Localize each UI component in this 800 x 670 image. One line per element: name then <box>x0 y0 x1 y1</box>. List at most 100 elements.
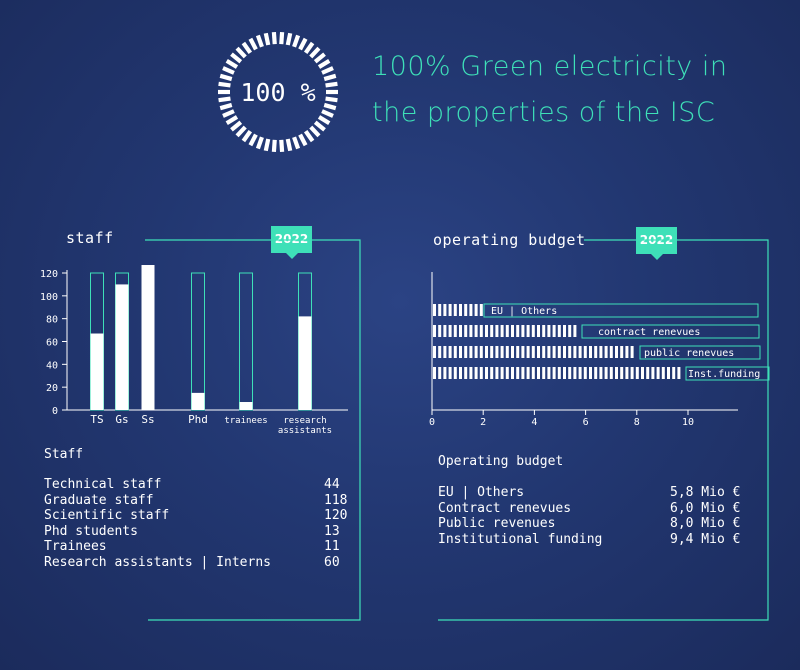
staff-y-tick-label: 40 <box>46 360 58 371</box>
ring-tick <box>279 139 285 153</box>
staff-x-label: Gs <box>115 413 128 426</box>
staff-y-tick-label: 120 <box>40 269 58 280</box>
budget-bar-segment <box>438 325 442 337</box>
staff-row: Research assistants | Interns 60 <box>44 555 354 571</box>
staff-row: Graduate staff 118 <box>44 493 354 509</box>
budget-list-title: Operating budget <box>438 454 564 469</box>
budget-bar-segment <box>537 325 540 337</box>
budget-row-value: 8,0 Mio € <box>670 516 741 532</box>
budget-x-tick-label: 10 <box>682 417 694 428</box>
ring-tick <box>235 46 247 59</box>
ring-tick <box>219 102 233 111</box>
staff-x-label: research assistants <box>278 416 332 436</box>
ring-tick <box>309 46 321 59</box>
budget-bar-segment <box>505 367 509 379</box>
budget-bar-segment <box>459 367 462 379</box>
ring-tick <box>279 31 285 45</box>
ring-tick <box>309 125 321 138</box>
budget-bar-segment <box>453 346 457 358</box>
budget-bar-segment <box>557 367 561 379</box>
ring-tick <box>255 136 264 150</box>
staff-panel-frame <box>145 239 361 621</box>
budget-bar-segment <box>433 304 436 316</box>
budget-bar-segment <box>479 304 483 316</box>
budget-bar-segment <box>464 367 468 379</box>
ring-tick <box>303 41 315 54</box>
ring-tick <box>321 109 334 118</box>
budget-bar-segment <box>656 367 660 379</box>
budget-bar-segment <box>542 325 546 337</box>
budget-bar-segment <box>552 346 556 358</box>
budget-bar-segment <box>594 346 598 358</box>
budget-bar-segment <box>521 346 525 358</box>
budget-bar-segment <box>485 346 488 358</box>
budget-bar-segment <box>573 325 577 337</box>
ring-tick <box>222 66 235 75</box>
budget-bar-segment <box>537 346 540 358</box>
staff-row-value: 13 <box>324 523 340 539</box>
budget-bar-segment <box>479 325 483 337</box>
budget-bar-segment <box>609 346 613 358</box>
budget-bar-segment <box>677 367 681 379</box>
ring-tick <box>292 34 301 48</box>
percent-ring: 100 % <box>218 31 338 153</box>
staff-panel-title: staff <box>66 229 114 247</box>
budget-bar-segment <box>464 325 468 337</box>
budget-bar-segment <box>453 325 457 337</box>
budget-bar-segment <box>609 367 613 379</box>
staff-y-tick-label: 100 <box>40 292 58 303</box>
budget-bar-segment <box>526 346 530 358</box>
ring-tick <box>298 133 308 147</box>
budget-row-value: 6,0 Mio € <box>670 500 741 516</box>
budget-row: EU | Others 5,8 Mio € <box>438 485 748 501</box>
ring-tick <box>325 96 338 103</box>
budget-bar-segment <box>625 367 629 379</box>
budget-bar-segment <box>651 367 655 379</box>
budget-bar-segment <box>433 367 436 379</box>
budget-row: Contract renevues 6,0 Mio € <box>438 501 748 517</box>
staff-y-tick-label: 20 <box>46 383 58 394</box>
ring-tick <box>323 73 337 82</box>
budget-bar-segment <box>563 346 566 358</box>
budget-bar-segment <box>469 304 473 316</box>
budget-bar-segment <box>594 367 598 379</box>
budget-bar-segment <box>500 346 504 358</box>
staff-row-label: Graduate staff <box>44 492 154 508</box>
budget-x-tick-label: 8 <box>634 417 640 428</box>
budget-bar-segment <box>661 367 665 379</box>
budget-bar-label: Inst.funding <box>688 369 760 380</box>
budget-bar-segment <box>521 367 525 379</box>
budget-bar-segment <box>443 304 447 316</box>
ring-tick <box>323 102 337 111</box>
ring-tick <box>313 52 326 64</box>
budget-bar-segment <box>495 367 499 379</box>
budget-bar-label-box <box>639 345 761 360</box>
budget-bar-segment <box>511 367 514 379</box>
budget-bar-segment <box>500 367 504 379</box>
staff-y-ticks: 0 20 40 60 80 100 120 <box>40 269 67 417</box>
budget-bar-segment <box>563 325 566 337</box>
budget-bar-segment <box>604 367 608 379</box>
budget-bar-segment <box>630 367 634 379</box>
budget-bar-segment <box>521 325 525 337</box>
budget-bar-segment <box>464 304 468 316</box>
ring-tick <box>248 133 258 147</box>
budget-bar-segment <box>516 367 520 379</box>
budget-bar-segment <box>438 346 442 358</box>
staff-bar <box>298 316 312 410</box>
headline: 100% Green electricity in the properties… <box>372 44 792 136</box>
staff-y-tick-label: 60 <box>46 338 58 349</box>
ring-tick <box>219 73 233 82</box>
budget-bar-segment <box>578 367 582 379</box>
budget-row-label: Institutional funding <box>438 531 603 547</box>
budget-x-ticks: 0 2 4 6 8 10 <box>429 410 694 428</box>
ring-tick <box>298 37 308 51</box>
budget-bar-segment <box>433 325 436 337</box>
budget-bar-segment <box>438 367 442 379</box>
ring-tick <box>230 52 243 64</box>
budget-bar-label: contract renevues <box>598 327 700 338</box>
budget-row-value: 9,4 Mio € <box>670 531 741 547</box>
budget-bar-segment <box>459 304 462 316</box>
percent-label: 100 % <box>240 78 315 107</box>
ring-tick <box>225 115 239 125</box>
